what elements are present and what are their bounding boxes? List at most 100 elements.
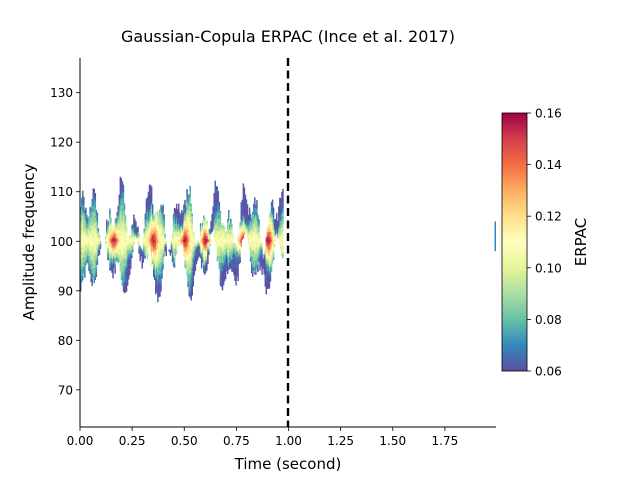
heatmap-cell (152, 244, 155, 248)
heatmap-cell (85, 237, 87, 241)
heatmap-cell (81, 217, 83, 221)
heatmap-cell (168, 249, 171, 253)
heatmap-cell (86, 222, 88, 226)
heatmap-cell (240, 234, 242, 238)
heatmap-cell (222, 225, 225, 229)
heatmap-cell (123, 203, 126, 207)
heatmap-cell (123, 235, 126, 239)
heatmap-cell (154, 257, 156, 261)
heatmap-cell (276, 215, 278, 219)
heatmap-cell (118, 239, 121, 243)
heatmap-cell (116, 212, 118, 216)
heatmap-cell (171, 244, 174, 248)
heatmap-cell (256, 244, 258, 248)
heatmap-cell (231, 266, 233, 270)
heatmap-cell (205, 222, 207, 226)
heatmap-cell (264, 256, 266, 260)
heatmap-cell (204, 227, 206, 231)
heatmap-cell (94, 225, 97, 229)
heatmap-cell (93, 191, 95, 195)
heatmap-cell (95, 209, 98, 213)
heatmap-cell (220, 271, 223, 275)
heatmap-cell (169, 250, 172, 254)
heatmap-cell (193, 240, 196, 244)
heatmap-cell (121, 191, 124, 194)
heatmap-cell (156, 262, 158, 266)
heatmap-cell (268, 278, 271, 282)
heatmap-cell (143, 235, 146, 239)
heatmap-cell (199, 228, 202, 232)
heatmap-cell (119, 211, 122, 215)
heatmap-cell (192, 268, 195, 272)
heatmap-cell (184, 256, 186, 260)
heatmap-cell (94, 264, 97, 268)
heatmap-cell (127, 261, 130, 265)
heatmap-cell (161, 223, 163, 227)
heatmap-cell (176, 238, 179, 242)
heatmap-cell (229, 254, 231, 258)
heatmap-cell (281, 199, 283, 203)
heatmap-cell (151, 258, 154, 262)
heatmap-cell (155, 256, 157, 260)
heatmap-cell (113, 254, 115, 258)
heatmap-cell (159, 286, 161, 290)
heatmap-cell (158, 252, 160, 255)
heatmap-cell (224, 254, 227, 258)
heatmap-cell (81, 279, 83, 283)
heatmap-cell (282, 188, 284, 192)
heatmap-cell (280, 225, 282, 229)
heatmap-cell (201, 254, 204, 258)
heatmap-cell (217, 235, 220, 239)
heatmap-cell (207, 238, 209, 242)
heatmap-cell (265, 254, 268, 258)
heatmap-cell (213, 202, 215, 206)
heatmap-cell (189, 210, 191, 214)
heatmap-cell (116, 259, 118, 263)
heatmap-cell (205, 227, 207, 231)
heatmap-cell (190, 272, 192, 276)
heatmap-cell (233, 247, 235, 251)
heatmap-cell (230, 250, 232, 254)
heatmap-cell (150, 233, 153, 237)
heatmap-cell (80, 244, 82, 247)
heatmap-cell (230, 253, 232, 257)
heatmap-cell (172, 261, 175, 264)
heatmap-cell (193, 247, 196, 251)
heatmap-cell (94, 244, 97, 248)
heatmap-cell (137, 236, 139, 240)
heatmap-cell (124, 240, 127, 243)
heatmap-cell (91, 260, 93, 264)
heatmap-cell (270, 239, 273, 243)
heatmap-cell (188, 238, 190, 242)
heatmap-cell (213, 207, 215, 211)
heatmap-cell (119, 228, 122, 232)
heatmap-cell (81, 244, 83, 248)
heatmap-cell (186, 228, 188, 232)
heatmap-cell (155, 227, 157, 231)
heatmap-cell (243, 217, 246, 221)
heatmap-cell (231, 261, 233, 265)
heatmap-cell (122, 273, 125, 277)
heatmap-cell (220, 234, 223, 238)
heatmap-cell (120, 262, 123, 266)
heatmap-cell (119, 204, 122, 207)
heatmap-cell (109, 220, 111, 224)
heatmap-cell (245, 226, 248, 230)
heatmap-cell (107, 234, 109, 238)
heatmap-cell (112, 230, 114, 234)
heatmap-cell (256, 227, 258, 231)
heatmap-cell (126, 252, 129, 256)
heatmap-cell (120, 180, 123, 184)
heatmap-cell (203, 252, 205, 256)
heatmap-cell (254, 241, 256, 245)
heatmap-cell (235, 265, 237, 269)
heatmap-cell (156, 259, 158, 263)
heatmap-cell (233, 255, 235, 259)
heatmap-cell (81, 212, 83, 216)
heatmap-cell (187, 229, 189, 233)
heatmap-cell (83, 246, 85, 250)
heatmap-cell (215, 200, 217, 204)
heatmap-cell (191, 260, 193, 264)
heatmap-cell (92, 260, 94, 264)
heatmap-cell (149, 244, 152, 247)
